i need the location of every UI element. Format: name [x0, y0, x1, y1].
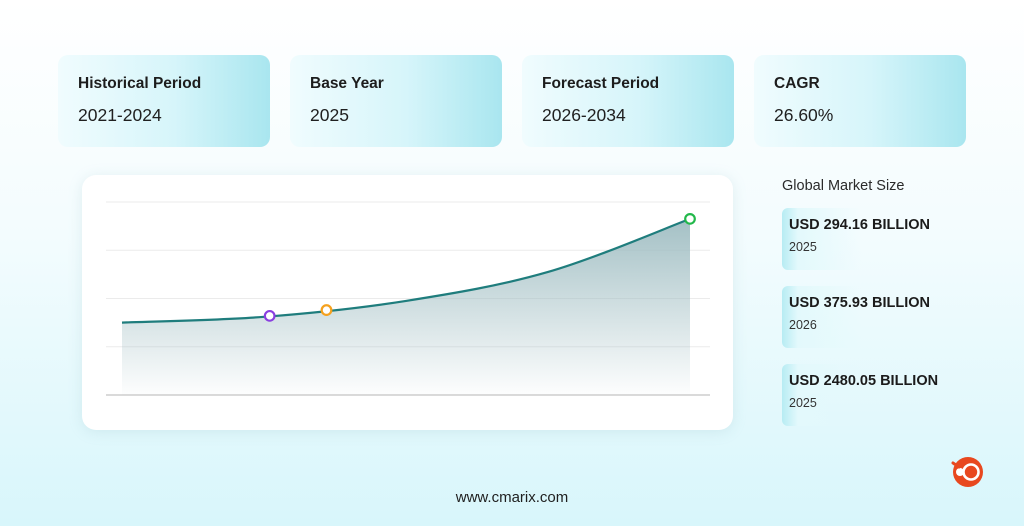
market-size-year: 2026 [789, 318, 817, 332]
stat-label: Base Year [310, 75, 384, 92]
data-point-marker [684, 212, 696, 225]
stat-label: Historical Period [78, 75, 202, 92]
data-point-marker [263, 309, 276, 322]
chart-panel [82, 175, 733, 430]
stat-value: 26.60% [774, 105, 834, 125]
market-growth-chart [106, 201, 710, 396]
stat-value: 2026-2034 [542, 105, 626, 125]
cmarix-logo [951, 457, 983, 487]
market-size-item: USD 375.93 BILLION 2026 [782, 286, 982, 348]
data-point-marker [320, 304, 333, 316]
footer-url[interactable]: www.cmarix.com [455, 489, 569, 506]
market-size-year: 2025 [789, 240, 817, 254]
stat-card-cagr: CAGR 26.60% [754, 55, 966, 147]
market-size-item: USD 2480.05 BILLION 2025 [782, 364, 982, 426]
stat-label: Forecast Period [542, 75, 660, 92]
market-size-value: USD 294.16 BILLION [789, 217, 931, 233]
stat-card-base-year: Base Year 2025 [290, 55, 502, 147]
market-size-value: USD 2480.05 BILLION [789, 373, 939, 389]
stat-value: 2021-2024 [78, 105, 162, 125]
area-fill [122, 218, 690, 395]
stat-card-forecast-period: Forecast Period 2026-2034 [522, 55, 734, 147]
market-size-item: USD 294.16 BILLION 2025 [782, 208, 982, 270]
market-size-title: Global Market Size [782, 178, 905, 194]
stat-card-historical-period: Historical Period 2021-2024 [58, 55, 270, 147]
stat-label: CAGR [774, 75, 820, 92]
stat-value: 2025 [310, 105, 349, 125]
market-size-value: USD 375.93 BILLION [789, 295, 931, 311]
market-size-year: 2025 [789, 396, 817, 410]
series-line [121, 217, 691, 324]
